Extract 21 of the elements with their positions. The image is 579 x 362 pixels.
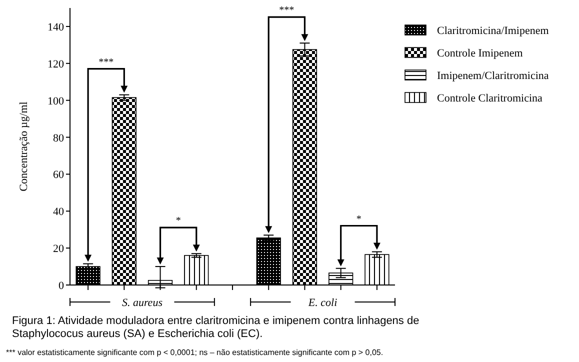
y-tick-label: 0 (58, 280, 64, 292)
y-tick-label: 60 (53, 169, 64, 182)
x-tick-label: E. coli (307, 297, 338, 309)
y-axis-title: Concentração µg/ml (18, 102, 30, 192)
legend-label: Controle Imipenem (437, 48, 524, 60)
text: *** valor estatisticamente significante com p < 0,0001; ns – não estatisticamente significante com p > 0,05. (6, 348, 384, 357)
x-tick-label: S. aureus (122, 297, 162, 309)
annotation: * (356, 214, 362, 225)
text: Figura 1: Atividade moduladora entre claritromicina e imipenem contra linhagens de Staphylococus aureus (SA) e Escherichia coli (EC). (12, 315, 420, 340)
y-tick-label: 100 (48, 95, 64, 108)
y-tick-label: 80 (53, 132, 64, 144)
y-tick-label: 120 (48, 58, 64, 70)
y-tick-label: 140 (48, 21, 64, 34)
y-tick-label: 40 (53, 206, 64, 218)
legend-label: Controle Claritromicina (437, 92, 543, 104)
legend-label: Imipenem/Claritromicina (437, 70, 549, 82)
annotation: * (176, 216, 181, 227)
annotation: *** (279, 5, 294, 16)
legend-label: Claritromicina/Imipenem (437, 25, 550, 37)
annotation: *** (98, 56, 114, 68)
y-tick-label: 20 (53, 243, 64, 256)
